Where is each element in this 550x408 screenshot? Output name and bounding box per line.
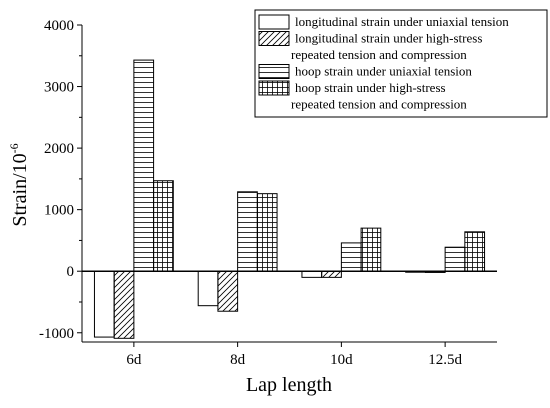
y-axis-title: Strain/10-6	[7, 143, 31, 226]
y-tick-label: -1000	[39, 326, 74, 342]
legend-swatch	[258, 31, 290, 46]
bar	[444, 246, 466, 272]
bar	[256, 193, 278, 272]
y-axis-title-exponent: -6	[7, 143, 21, 153]
bar	[321, 270, 342, 278]
y-tick-label: 0	[67, 264, 75, 280]
x-axis-title: Lap length	[246, 374, 332, 396]
x-axis: 6d 8d 10d 12.5d	[82, 341, 497, 368]
bar	[113, 270, 135, 339]
legend-swatch	[258, 64, 290, 79]
legend-label: hoop strain under uniaxial tension	[295, 64, 472, 79]
legend-label: repeated tension and compression	[291, 97, 467, 112]
x-tick-label: 6d	[126, 352, 142, 368]
bar-series	[93, 59, 486, 339]
y-tick-label: 4000	[44, 18, 74, 34]
bar	[464, 231, 486, 272]
legend-swatch	[258, 14, 290, 30]
legend-label: repeated tension and compression	[291, 47, 467, 62]
y-axis: -1000 0 1000 2000 3000 4000	[39, 18, 83, 342]
y-axis-title-base: Strain/10	[9, 153, 31, 226]
x-tick-label: 12.5d	[428, 352, 462, 368]
bar	[93, 270, 115, 338]
y-tick-label: 1000	[44, 203, 74, 219]
bar	[217, 270, 239, 312]
bar	[133, 59, 155, 272]
x-tick-label: 10d	[330, 352, 353, 368]
legend-box	[254, 9, 548, 118]
legend: longitudinal strain under uniaxial tensi…	[254, 9, 548, 118]
bar	[153, 180, 174, 272]
bar	[360, 227, 382, 272]
legend-swatch	[258, 80, 290, 96]
legend-label: hoop strain under high-stress	[295, 80, 446, 95]
bar	[237, 191, 258, 272]
bar	[197, 270, 219, 307]
x-tick-label: 8d	[230, 352, 246, 368]
y-tick-label: 3000	[44, 80, 74, 96]
bar	[340, 242, 362, 272]
y-tick-label: 2000	[44, 141, 74, 157]
bar	[301, 270, 323, 278]
legend-label: longitudinal strain under high-stress	[295, 31, 482, 46]
legend-label: longitudinal strain under uniaxial tensi…	[295, 14, 509, 29]
